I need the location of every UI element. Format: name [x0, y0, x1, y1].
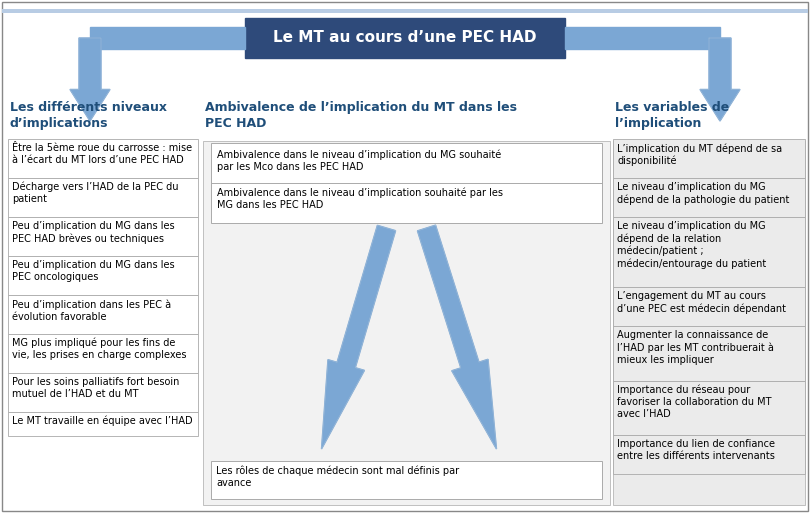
- Text: Peu d’implication du MG dans les
PEC oncologiques: Peu d’implication du MG dans les PEC onc…: [12, 260, 175, 282]
- FancyBboxPatch shape: [613, 381, 805, 435]
- Text: Augmenter la connaissance de
l’HAD par les MT contribuerait à
mieux les implique: Augmenter la connaissance de l’HAD par l…: [617, 330, 774, 365]
- Polygon shape: [90, 27, 245, 49]
- FancyBboxPatch shape: [211, 461, 602, 499]
- FancyBboxPatch shape: [8, 412, 198, 436]
- Text: Le MT travaille en équipe avec l’HAD: Le MT travaille en équipe avec l’HAD: [12, 416, 193, 426]
- FancyBboxPatch shape: [8, 373, 198, 412]
- FancyBboxPatch shape: [245, 18, 565, 58]
- FancyBboxPatch shape: [613, 178, 805, 217]
- Text: Pour les soins palliatifs fort besoin
mutuel de l’HAD et du MT: Pour les soins palliatifs fort besoin mu…: [12, 377, 179, 399]
- FancyBboxPatch shape: [8, 256, 198, 295]
- FancyBboxPatch shape: [211, 143, 602, 223]
- Text: Ambivalence de l’implication du MT dans les
PEC HAD: Ambivalence de l’implication du MT dans …: [205, 101, 517, 130]
- Text: Le niveau d’implication du MG
dépend de la relation
médecin/patient ;
médecin/en: Le niveau d’implication du MG dépend de …: [617, 221, 766, 269]
- Text: MG plus impliqué pour les fins de
vie, les prises en charge complexes: MG plus impliqué pour les fins de vie, l…: [12, 338, 186, 361]
- Polygon shape: [417, 225, 497, 449]
- Text: L’engagement du MT au cours
d’une PEC est médecin dépendant: L’engagement du MT au cours d’une PEC es…: [617, 291, 786, 313]
- FancyBboxPatch shape: [613, 287, 805, 326]
- FancyBboxPatch shape: [613, 326, 805, 381]
- Text: Les variables de
l’implication: Les variables de l’implication: [615, 101, 729, 130]
- Text: Les différents niveaux
d’implications: Les différents niveaux d’implications: [10, 101, 167, 130]
- Text: L’implication du MT dépend de sa
disponibilité: L’implication du MT dépend de sa disponi…: [617, 143, 782, 166]
- Text: Importance du réseau pour
favoriser la collaboration du MT
avec l’HAD: Importance du réseau pour favoriser la c…: [617, 385, 771, 419]
- FancyBboxPatch shape: [203, 141, 610, 505]
- Text: Peu d’implication du MG dans les
PEC HAD brèves ou techniques: Peu d’implication du MG dans les PEC HAD…: [12, 221, 175, 244]
- Polygon shape: [565, 27, 720, 49]
- Polygon shape: [70, 38, 110, 121]
- Text: Ambivalence dans le niveau d’implication souhaité par les
MG dans les PEC HAD: Ambivalence dans le niveau d’implication…: [217, 188, 503, 210]
- Polygon shape: [700, 38, 740, 121]
- Text: Être la 5ème roue du carrosse : mise
à l’écart du MT lors d’une PEC HAD: Être la 5ème roue du carrosse : mise à l…: [12, 143, 192, 165]
- FancyBboxPatch shape: [8, 334, 198, 373]
- Text: Importance du lien de confiance
entre les différents intervenants: Importance du lien de confiance entre le…: [617, 439, 775, 461]
- FancyBboxPatch shape: [613, 139, 805, 178]
- Text: Le MT au cours d’une PEC HAD: Le MT au cours d’une PEC HAD: [273, 30, 537, 46]
- FancyBboxPatch shape: [2, 9, 808, 13]
- Text: Peu d’implication dans les PEC à
évolution favorable: Peu d’implication dans les PEC à évoluti…: [12, 299, 171, 322]
- Polygon shape: [322, 225, 395, 449]
- Text: Décharge vers l’HAD de la PEC du
patient: Décharge vers l’HAD de la PEC du patient: [12, 182, 178, 205]
- FancyBboxPatch shape: [8, 295, 198, 334]
- FancyBboxPatch shape: [613, 435, 805, 474]
- FancyBboxPatch shape: [8, 217, 198, 256]
- Text: Le niveau d’implication du MG
dépend de la pathologie du patient: Le niveau d’implication du MG dépend de …: [617, 182, 790, 205]
- FancyBboxPatch shape: [8, 178, 198, 217]
- FancyBboxPatch shape: [613, 141, 805, 505]
- FancyBboxPatch shape: [8, 139, 198, 178]
- FancyBboxPatch shape: [613, 217, 805, 287]
- Text: Les rôles de chaque médecin sont mal définis par
avance: Les rôles de chaque médecin sont mal déf…: [216, 466, 459, 488]
- Text: Ambivalence dans le niveau d’implication du MG souhaité
par les Mco dans les PEC: Ambivalence dans le niveau d’implication…: [217, 149, 501, 171]
